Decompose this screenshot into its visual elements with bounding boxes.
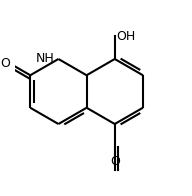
Text: O: O: [1, 57, 11, 70]
Text: O: O: [110, 155, 120, 168]
Text: NH: NH: [36, 53, 55, 65]
Text: OH: OH: [116, 30, 136, 43]
